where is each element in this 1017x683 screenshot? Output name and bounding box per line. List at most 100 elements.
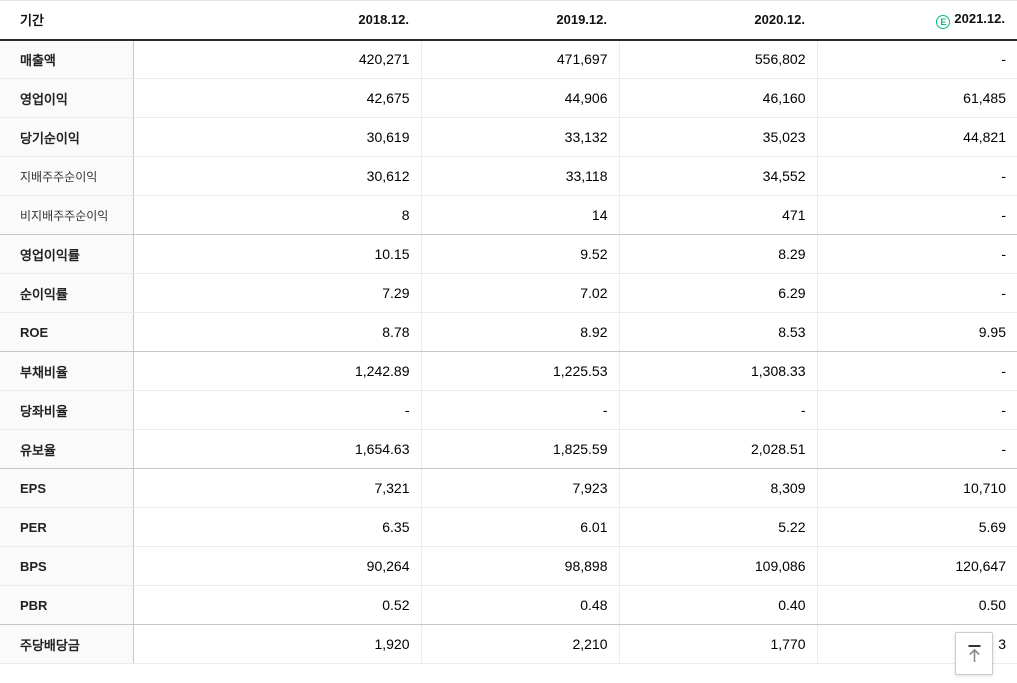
financial-summary-table: 기간 2018.12. 2019.12. 2020.12. E 2021.12. …: [0, 0, 1017, 664]
row-label: 유보율: [0, 429, 134, 469]
row-label: 당좌비율: [0, 390, 134, 430]
table-row: ROE 8.78 8.92 8.53 9.95: [0, 312, 1017, 352]
cell-value: 471: [619, 195, 818, 235]
cell-value: 1,825.59: [421, 429, 620, 469]
row-label: 당기순이익: [0, 117, 134, 157]
row-label: 순이익률: [0, 273, 134, 313]
cell-value: 34,552: [619, 156, 818, 196]
cell-value: -: [817, 390, 1017, 430]
cell-value: -: [133, 390, 422, 430]
table-row: 영업이익 42,675 44,906 46,160 61,485: [0, 78, 1017, 118]
cell-value: 8.53: [619, 312, 818, 352]
cell-value: 1,242.89: [133, 351, 422, 391]
table-row: 주당배당금 1,920 2,210 1,770 3: [0, 624, 1017, 664]
table-row: 부채비율 1,242.89 1,225.53 1,308.33-: [0, 351, 1017, 391]
cell-value: -: [817, 429, 1017, 469]
cell-value: 8,309: [619, 468, 818, 508]
cell-value: 5.69: [817, 507, 1017, 547]
column-header-label: 2019.12.: [556, 12, 607, 28]
cell-value: 6.01: [421, 507, 620, 547]
cell-value: 33,118: [421, 156, 620, 196]
table-row: BPS 90,264 98,898 109,086 120,647: [0, 546, 1017, 586]
scroll-to-top-button[interactable]: [955, 632, 993, 675]
cell-value: 35,023: [619, 117, 818, 157]
cell-value: 0.52: [133, 585, 422, 625]
row-label: 비지배주주순이익: [0, 195, 134, 235]
cell-value: 7.02: [421, 273, 620, 313]
table-row: 당기순이익 30,619 33,132 35,023 44,821: [0, 117, 1017, 157]
cell-value: 33,132: [421, 117, 620, 157]
cell-value: 120,647: [817, 546, 1017, 586]
cell-value: 98,898: [421, 546, 620, 586]
column-header-2020: 2020.12.: [619, 0, 817, 41]
cell-value: -: [421, 390, 620, 430]
cell-value: 90,264: [133, 546, 422, 586]
cell-value: 556,802: [619, 39, 818, 79]
cell-value: 8: [133, 195, 422, 235]
row-label: 영업이익률: [0, 234, 134, 274]
cell-value: 1,770: [619, 624, 818, 664]
row-label: PER: [0, 507, 134, 547]
column-header-label: 2020.12.: [754, 12, 805, 28]
column-header-2018: 2018.12.: [133, 0, 421, 41]
cell-value: -: [619, 390, 818, 430]
cell-value: 14: [421, 195, 620, 235]
estimate-badge-icon: E: [936, 14, 951, 29]
cell-value: 1,654.63: [133, 429, 422, 469]
cell-value: 9.95: [817, 312, 1017, 352]
column-header-2019: 2019.12.: [421, 0, 619, 41]
row-label: EPS: [0, 468, 134, 508]
table-row: 지배주주순이익 30,612 33,118 34,552-: [0, 156, 1017, 196]
header-row: 기간 2018.12. 2019.12. 2020.12. E 2021.12.: [0, 0, 1017, 41]
cell-value: 6.35: [133, 507, 422, 547]
row-label: PBR: [0, 585, 134, 625]
table-row: 매출액 420,271 471,697 556,802-: [0, 39, 1017, 79]
column-header-label: 2021.12.: [954, 10, 1005, 26]
cell-value: 1,920: [133, 624, 422, 664]
table-row: 영업이익률 10.15 9.52 8.29-: [0, 234, 1017, 274]
cell-value: 8.78: [133, 312, 422, 352]
cell-value: 8.92: [421, 312, 620, 352]
table-row: 순이익률 7.29 7.02 6.29-: [0, 273, 1017, 313]
cell-value: 0.40: [619, 585, 818, 625]
cell-value: 7,321: [133, 468, 422, 508]
cell-value: 10.15: [133, 234, 422, 274]
column-header-label: 2018.12.: [358, 12, 409, 28]
cell-value: 30,612: [133, 156, 422, 196]
cell-value: 10,710: [817, 468, 1017, 508]
row-label: 지배주주순이익: [0, 156, 134, 196]
cell-value: 46,160: [619, 78, 818, 118]
cell-value: 30,619: [133, 117, 422, 157]
cell-value: -: [817, 234, 1017, 274]
table-row: PER 6.35 6.01 5.22 5.69: [0, 507, 1017, 547]
table-row: EPS 7,321 7,923 8,309 10,710: [0, 468, 1017, 508]
row-label: 영업이익: [0, 78, 134, 118]
cell-value: 44,906: [421, 78, 620, 118]
table-row: 비지배주주순이익 8 14 471-: [0, 195, 1017, 235]
cell-value: -: [817, 195, 1017, 235]
cell-value: 61,485: [817, 78, 1017, 118]
table-row: PBR 0.52 0.48 0.40 0.50: [0, 585, 1017, 625]
column-header-2021-estimate: E 2021.12.: [817, 0, 1017, 41]
cell-value: 42,675: [133, 78, 422, 118]
cell-value: -: [817, 156, 1017, 196]
table-row: 유보율 1,654.63 1,825.59 2,028.51-: [0, 429, 1017, 469]
cell-value: 0.50: [817, 585, 1017, 625]
cell-value: -: [817, 39, 1017, 79]
cell-value: 9.52: [421, 234, 620, 274]
cell-value: 0.48: [421, 585, 620, 625]
row-label: ROE: [0, 312, 134, 352]
cell-value: -: [817, 273, 1017, 313]
row-label: BPS: [0, 546, 134, 586]
cell-value: 6.29: [619, 273, 818, 313]
cell-value: 7.29: [133, 273, 422, 313]
period-header: 기간: [0, 0, 133, 41]
cell-value: 44,821: [817, 117, 1017, 157]
cell-value: 7,923: [421, 468, 620, 508]
cell-value: 2,210: [421, 624, 620, 664]
cell-value: 109,086: [619, 546, 818, 586]
cell-value: 1,225.53: [421, 351, 620, 391]
cell-value: 2,028.51: [619, 429, 818, 469]
cell-value: 8.29: [619, 234, 818, 274]
